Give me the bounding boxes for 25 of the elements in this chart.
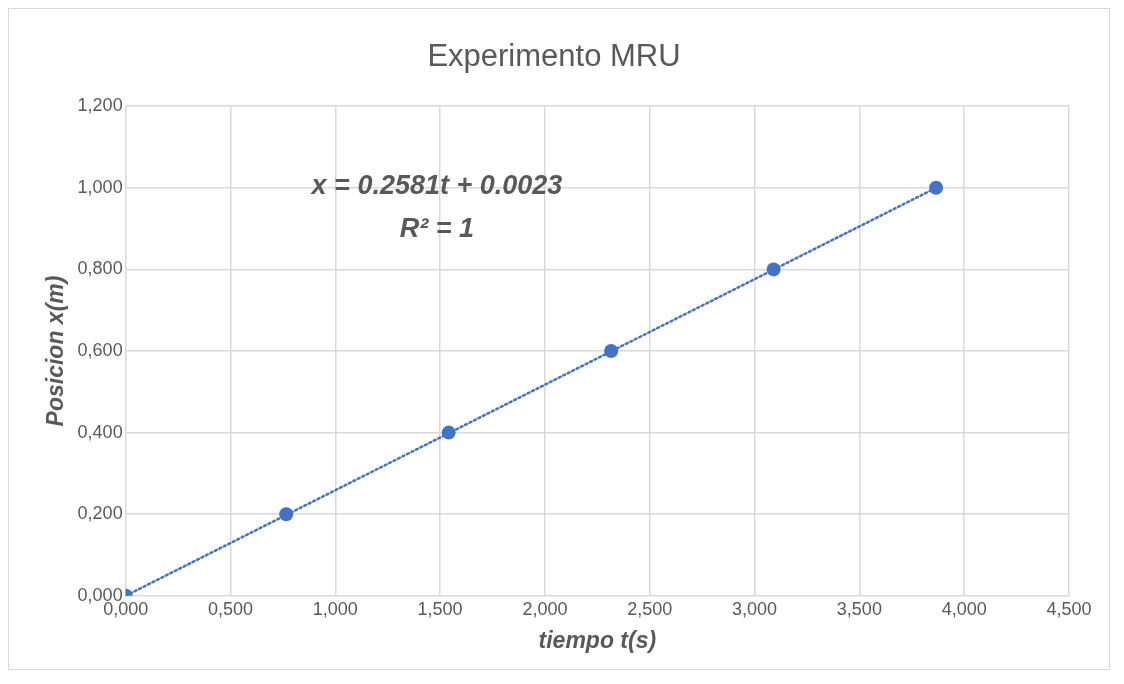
y-tick-label: 0,600: [77, 339, 123, 360]
point: [604, 344, 619, 358]
y-tick-label: 0,800: [77, 258, 123, 279]
x-tick-label: 3,500: [836, 598, 882, 619]
y-tick-label: 1,000: [77, 176, 123, 197]
x-tick-label: 4,500: [1046, 598, 1092, 619]
x-tick-label: 2,000: [522, 598, 568, 619]
annotation: x = 0.2581t + 0.0023: [309, 170, 563, 201]
point: [441, 425, 456, 440]
annotation: R² = 1: [399, 213, 475, 244]
point: [929, 180, 944, 195]
x-tick-label: 3,000: [732, 598, 778, 619]
x-tick-label: 1,500: [417, 598, 463, 619]
x-tick-label: 2,500: [627, 598, 673, 619]
y-tick-label: 1,200: [77, 95, 123, 116]
x-tick-label: 0,500: [207, 598, 253, 619]
y-tick-label: 0,400: [77, 421, 123, 442]
point: [279, 507, 294, 522]
x-tick-label: 4,000: [941, 598, 987, 619]
y-axis-title: Posicion x(m): [42, 275, 69, 427]
x-tick-label: 1,000: [312, 598, 358, 619]
chart-title: Experimento MRU: [427, 38, 681, 74]
y-tick-label: 0,200: [77, 503, 123, 524]
point: [766, 262, 781, 277]
x-axis-title: tiempo t(s): [538, 626, 657, 653]
